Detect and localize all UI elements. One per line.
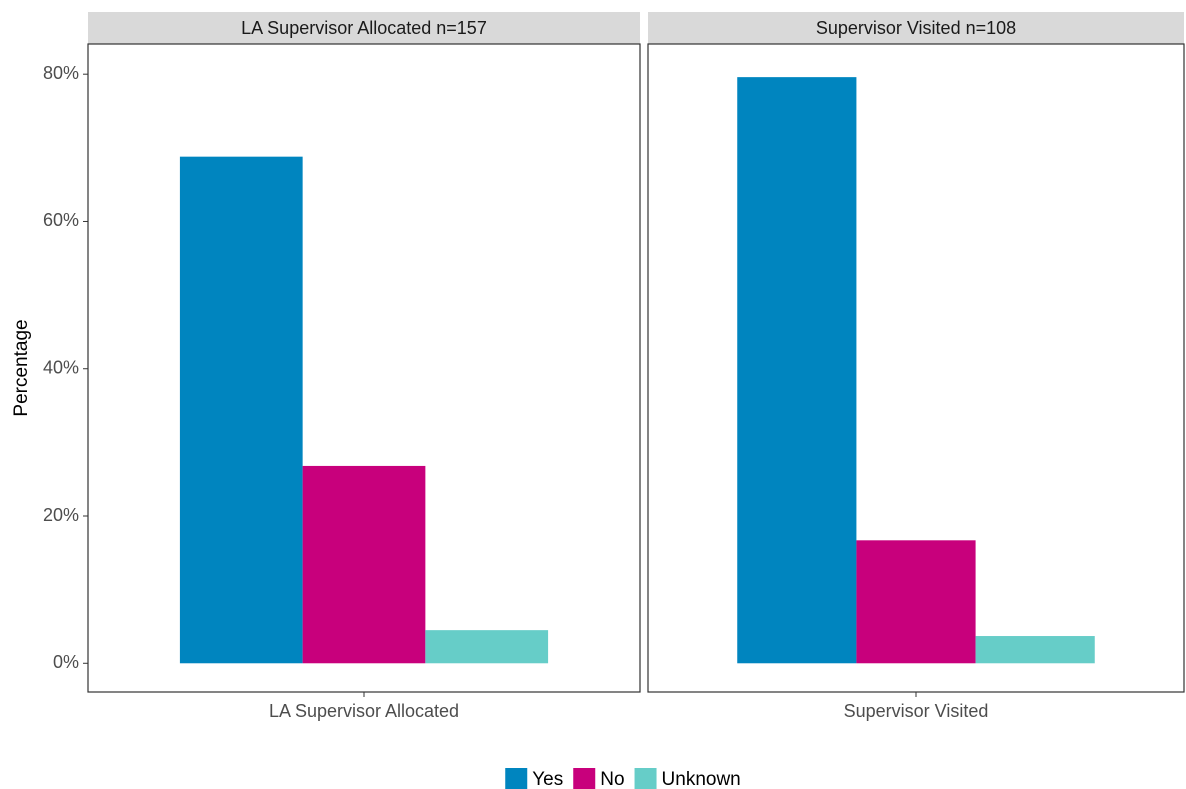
bar	[856, 540, 976, 664]
y-tick-label: 60%	[43, 210, 79, 230]
x-tick-label: Supervisor Visited	[844, 701, 989, 721]
y-tick-label: 20%	[43, 505, 79, 525]
bar	[179, 156, 303, 664]
panel-border	[647, 43, 1185, 693]
strip	[648, 12, 1184, 44]
x-tick-label: LA Supervisor Allocated	[269, 701, 459, 721]
strip	[88, 12, 640, 44]
y-tick-label: 40%	[43, 357, 79, 377]
bar	[975, 636, 1095, 664]
y-tick-label: 80%	[43, 63, 79, 83]
legend-swatch	[505, 768, 528, 789]
legend-label: Yes	[532, 769, 563, 789]
panel-border	[87, 43, 641, 693]
panel-title: Supervisor Visited n=108	[816, 18, 1016, 38]
legend-label: Unknown	[662, 769, 741, 789]
y-tick-label: 0%	[53, 652, 79, 672]
legend-swatch	[634, 768, 657, 789]
bar	[425, 630, 549, 664]
y-axis-title: Percentage	[11, 319, 32, 416]
bar	[737, 77, 857, 664]
bar	[302, 465, 426, 664]
legend-label: No	[600, 769, 624, 789]
panel-title: LA Supervisor Allocated n=157	[241, 18, 487, 38]
legend-swatch	[573, 768, 596, 789]
